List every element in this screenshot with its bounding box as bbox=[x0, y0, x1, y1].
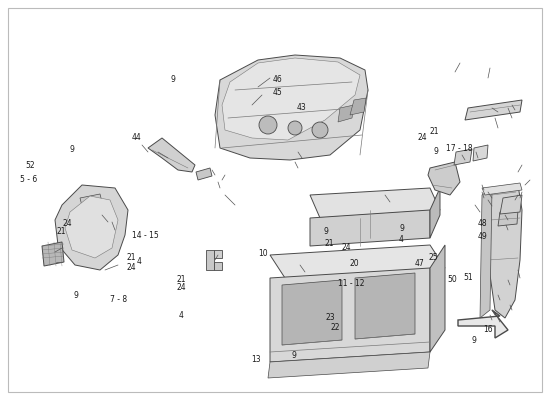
Text: 9: 9 bbox=[472, 336, 476, 345]
Text: 11 - 12: 11 - 12 bbox=[338, 280, 364, 288]
Polygon shape bbox=[482, 183, 522, 195]
Text: 44: 44 bbox=[131, 134, 141, 142]
Text: 52: 52 bbox=[25, 162, 35, 170]
Circle shape bbox=[288, 121, 302, 135]
Text: 47: 47 bbox=[414, 260, 424, 268]
Polygon shape bbox=[480, 188, 492, 318]
Polygon shape bbox=[458, 310, 508, 338]
Polygon shape bbox=[465, 100, 522, 120]
Text: 10: 10 bbox=[258, 250, 268, 258]
Text: 24: 24 bbox=[126, 264, 136, 272]
Polygon shape bbox=[270, 245, 445, 278]
Circle shape bbox=[312, 122, 328, 138]
Polygon shape bbox=[206, 250, 214, 270]
Text: 16: 16 bbox=[483, 326, 493, 334]
Polygon shape bbox=[430, 245, 445, 352]
Polygon shape bbox=[268, 352, 430, 378]
Polygon shape bbox=[338, 105, 354, 122]
Polygon shape bbox=[42, 242, 64, 266]
Text: 46: 46 bbox=[273, 76, 283, 84]
Polygon shape bbox=[282, 280, 342, 345]
Polygon shape bbox=[428, 162, 460, 195]
Text: 9: 9 bbox=[69, 146, 74, 154]
Polygon shape bbox=[473, 145, 488, 161]
Text: 20: 20 bbox=[350, 259, 360, 268]
Polygon shape bbox=[355, 273, 415, 339]
Polygon shape bbox=[350, 98, 366, 115]
Text: 24: 24 bbox=[177, 283, 186, 292]
Text: 17 - 18: 17 - 18 bbox=[446, 144, 472, 153]
Text: 48: 48 bbox=[478, 219, 488, 228]
Polygon shape bbox=[430, 188, 440, 238]
Text: 21: 21 bbox=[177, 276, 186, 284]
Text: 9: 9 bbox=[399, 224, 404, 233]
Text: 14 - 15: 14 - 15 bbox=[133, 231, 159, 240]
Text: 5 - 6: 5 - 6 bbox=[20, 175, 37, 184]
Text: 24: 24 bbox=[342, 243, 351, 252]
Text: 9: 9 bbox=[323, 227, 328, 236]
Text: 23: 23 bbox=[325, 314, 335, 322]
Polygon shape bbox=[454, 149, 472, 165]
Text: 24: 24 bbox=[417, 134, 427, 142]
Polygon shape bbox=[500, 195, 522, 214]
Text: 4: 4 bbox=[179, 312, 184, 320]
Text: 50: 50 bbox=[447, 276, 457, 284]
Polygon shape bbox=[80, 194, 102, 206]
Polygon shape bbox=[498, 210, 518, 226]
Polygon shape bbox=[214, 250, 222, 258]
Text: 45: 45 bbox=[273, 88, 283, 97]
Text: 9: 9 bbox=[74, 291, 78, 300]
Text: 51: 51 bbox=[464, 274, 474, 282]
Polygon shape bbox=[55, 185, 128, 270]
Polygon shape bbox=[270, 268, 430, 362]
Text: 9: 9 bbox=[292, 351, 296, 360]
Text: 21: 21 bbox=[324, 239, 334, 248]
Polygon shape bbox=[196, 168, 212, 180]
Text: 7 - 8: 7 - 8 bbox=[109, 296, 127, 304]
Text: 9: 9 bbox=[433, 148, 438, 156]
Polygon shape bbox=[65, 196, 118, 258]
Polygon shape bbox=[310, 188, 440, 218]
Text: 21: 21 bbox=[430, 128, 439, 136]
Circle shape bbox=[259, 116, 277, 134]
Text: 21: 21 bbox=[57, 227, 67, 236]
Polygon shape bbox=[310, 210, 430, 246]
Text: 21: 21 bbox=[126, 254, 136, 262]
Text: 9: 9 bbox=[171, 76, 175, 84]
Text: 43: 43 bbox=[296, 104, 306, 112]
Text: 22: 22 bbox=[331, 324, 340, 332]
Polygon shape bbox=[148, 138, 195, 172]
Text: 4: 4 bbox=[136, 258, 141, 266]
Text: 24: 24 bbox=[62, 219, 72, 228]
Text: 25: 25 bbox=[428, 254, 438, 262]
Text: 13: 13 bbox=[251, 356, 261, 364]
Text: 4: 4 bbox=[399, 236, 404, 244]
Polygon shape bbox=[214, 262, 222, 270]
Polygon shape bbox=[215, 55, 368, 160]
Polygon shape bbox=[488, 185, 522, 318]
Text: 49: 49 bbox=[478, 232, 488, 241]
Polygon shape bbox=[222, 58, 360, 140]
